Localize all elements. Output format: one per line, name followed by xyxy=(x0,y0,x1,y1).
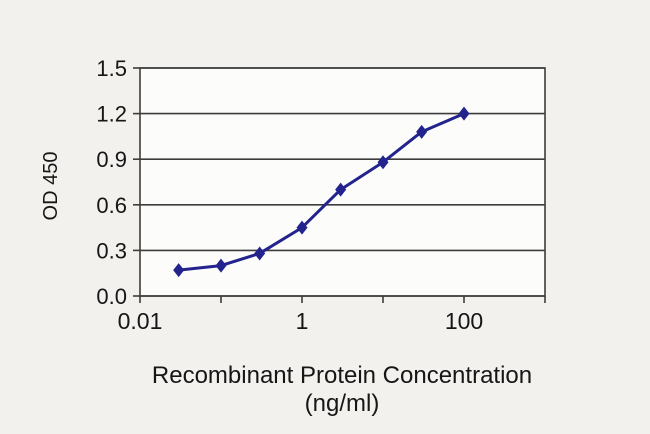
y-tick-label: 0.0 xyxy=(96,284,127,309)
data-point-marker xyxy=(254,246,266,261)
x-tick-label: 0.01 xyxy=(118,308,163,334)
data-point-marker xyxy=(215,258,227,273)
data-point-marker xyxy=(173,263,185,278)
y-tick-label: 0.3 xyxy=(96,238,127,263)
series-line xyxy=(178,112,465,272)
x-axis-title: Recombinant Protein Concentration xyxy=(152,362,532,389)
y-tick-label: 1.5 xyxy=(96,56,127,81)
data-point-marker xyxy=(458,106,470,121)
x-tick-label: 1 xyxy=(296,308,309,334)
x-axis-units: (ng/ml) xyxy=(305,390,380,417)
data-point-marker xyxy=(416,124,428,139)
y-tick-label: 1.2 xyxy=(96,102,127,127)
data-point-marker xyxy=(335,182,347,197)
plot-area xyxy=(139,67,546,297)
x-tick-label: 100 xyxy=(445,308,483,334)
y-tick-label: 0.9 xyxy=(96,147,127,172)
y-tick-label: 0.6 xyxy=(96,193,127,218)
data-point-marker xyxy=(377,155,389,170)
data-point-marker xyxy=(296,220,308,235)
y-axis-title: OD 450 xyxy=(40,152,62,221)
